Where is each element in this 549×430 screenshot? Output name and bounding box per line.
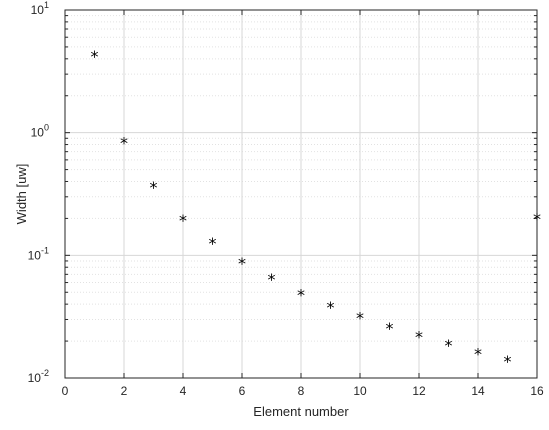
data-point: * xyxy=(356,309,364,328)
data-point: * xyxy=(120,134,128,153)
x-tick-label: 6 xyxy=(239,384,246,398)
x-tick-label: 14 xyxy=(471,384,485,398)
data-point: * xyxy=(297,285,305,304)
data-point: * xyxy=(386,319,394,338)
x-tick-label: 12 xyxy=(412,384,426,398)
y-tick-label: 10-2 xyxy=(28,368,49,385)
x-tick-label: 10 xyxy=(353,384,367,398)
data-point: * xyxy=(91,47,99,66)
data-point: * xyxy=(327,298,335,317)
x-axis-label: Element number xyxy=(253,404,349,419)
data-point: * xyxy=(504,352,512,371)
data-point: * xyxy=(238,254,246,273)
data-point: * xyxy=(268,270,276,289)
data-point: * xyxy=(179,211,187,230)
data-point: * xyxy=(445,336,453,355)
y-tick-label: 101 xyxy=(31,0,49,17)
data-point: * xyxy=(474,345,482,364)
grid xyxy=(65,10,537,378)
x-tick-label: 0 xyxy=(62,384,69,398)
data-point: * xyxy=(533,209,541,228)
data-point: * xyxy=(150,178,158,197)
y-tick-label: 100 xyxy=(31,123,49,140)
data-point: * xyxy=(415,328,423,347)
x-axis-tick-labels: 0 2 4 6 8 10 12 14 16 xyxy=(62,384,544,398)
y-tick-label: 10-1 xyxy=(28,245,49,262)
x-tick-label: 16 xyxy=(530,384,544,398)
data-markers: * * * * * * * * * * * * * * * * xyxy=(91,47,542,371)
x-tick-label: 8 xyxy=(298,384,305,398)
x-tick-label: 2 xyxy=(121,384,128,398)
x-tick-label: 4 xyxy=(180,384,187,398)
data-point: * xyxy=(209,234,217,253)
y-axis-label: Width [uw] xyxy=(14,164,29,225)
tick-marks xyxy=(64,9,538,379)
y-axis-tick-labels: 10-2 10-1 100 101 xyxy=(28,0,49,385)
